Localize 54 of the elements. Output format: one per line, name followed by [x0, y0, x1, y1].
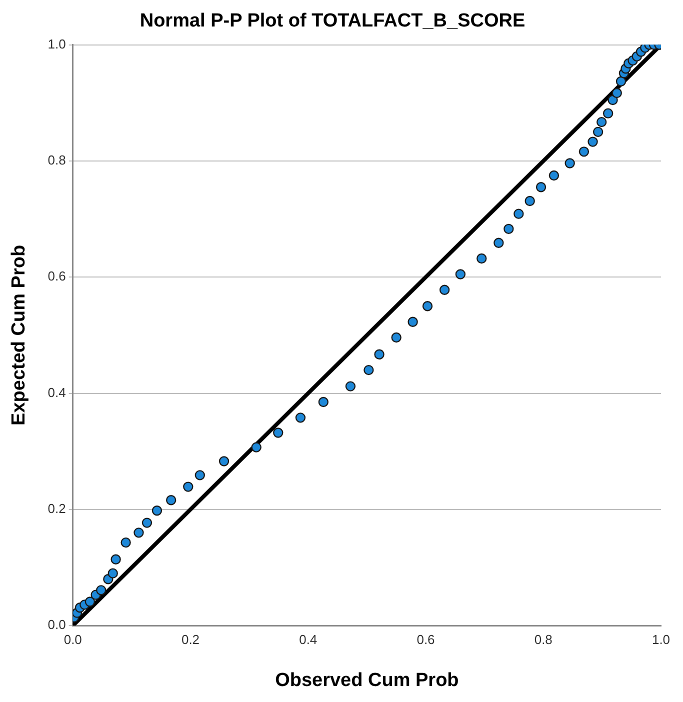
point: [108, 568, 118, 578]
y-axis-title: Expected Cum Prob: [8, 244, 30, 426]
y-tick-label: 0.0: [48, 617, 66, 632]
point: [602, 108, 614, 118]
point: [408, 316, 418, 327]
point: [295, 412, 306, 423]
point: [564, 158, 575, 168]
point: [612, 88, 622, 98]
point: [96, 585, 106, 596]
point: [439, 284, 450, 295]
point: [84, 596, 96, 607]
point: [524, 196, 535, 206]
x-tick-label: 0.2: [181, 632, 200, 647]
point: [422, 301, 433, 312]
point: [616, 76, 626, 86]
x-tick-label: 0.6: [416, 632, 435, 647]
x-tick-label: 0.0: [64, 632, 82, 647]
point: [273, 428, 284, 438]
point: [110, 554, 121, 564]
point: [364, 364, 374, 376]
point: [514, 208, 524, 219]
point: [588, 136, 598, 147]
point: [134, 528, 144, 538]
point: [455, 269, 466, 280]
x-axis-title: Observed Cum Prob: [275, 670, 459, 691]
point: [218, 456, 230, 466]
point: [152, 506, 162, 516]
y-tick-label: 0.8: [48, 152, 66, 168]
x-tick-label: 1.0: [652, 632, 670, 647]
x-tick-label: 0.4: [299, 632, 318, 647]
point: [476, 253, 487, 264]
point: [391, 332, 402, 343]
point: [166, 495, 176, 506]
point: [504, 224, 514, 234]
y-tick-label: 0.6: [48, 268, 66, 284]
point: [251, 442, 262, 452]
point: [578, 146, 590, 157]
point: [142, 518, 152, 528]
point: [536, 182, 546, 192]
y-tick-label: 0.2: [48, 501, 66, 516]
point: [194, 470, 206, 480]
point: [318, 396, 329, 408]
point: [183, 482, 194, 492]
point: [374, 349, 384, 360]
point: [120, 537, 131, 548]
point: [596, 116, 607, 128]
point: [548, 170, 560, 181]
point: [494, 238, 504, 248]
point: [592, 126, 604, 138]
x-tick-label: 0.8: [534, 632, 552, 647]
chart-title: Normal P-P Plot of TOTALFACT_B_SCORE: [140, 10, 526, 32]
y-tick-label: 1.0: [48, 36, 66, 52]
y-tick-label: 0.4: [48, 384, 66, 400]
point: [345, 381, 356, 392]
